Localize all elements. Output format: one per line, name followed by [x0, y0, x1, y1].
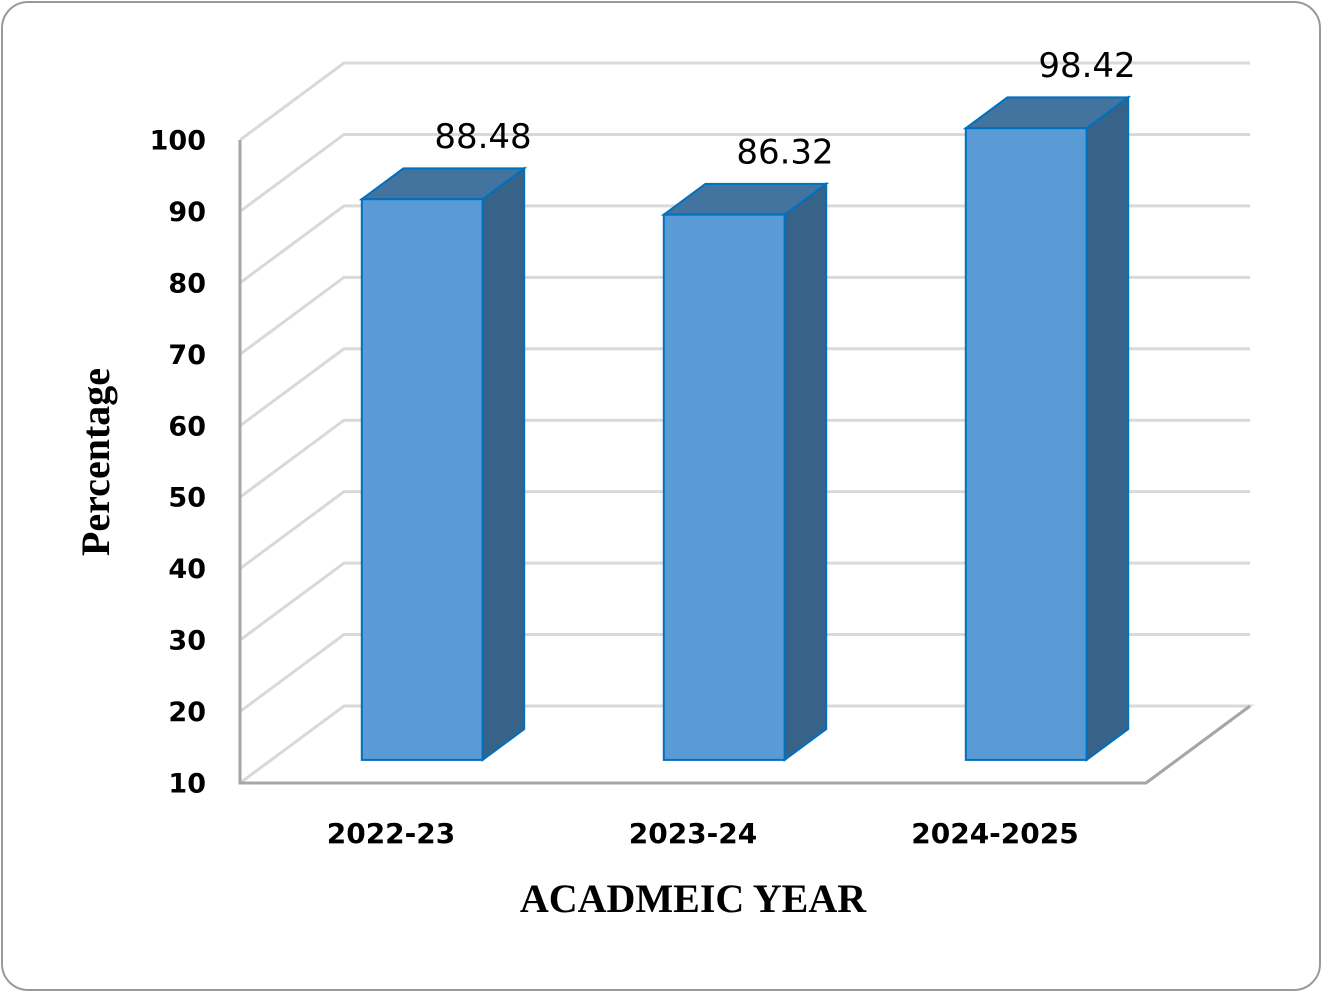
grid-line	[239, 204, 1250, 285]
y-tick-label: 30	[168, 626, 206, 657]
bar-front	[662, 213, 786, 761]
y-tick-label: 40	[168, 554, 206, 585]
bar	[962, 95, 1132, 762]
grid-line	[239, 633, 1250, 713]
grid-line	[239, 275, 1250, 356]
y-tick-label: 20	[168, 697, 206, 728]
x-tick-label: 2024-2025	[911, 817, 1078, 850]
bar-front	[964, 127, 1088, 761]
axis-line	[238, 140, 1251, 785]
bar-side	[481, 166, 526, 762]
y-tick-label: 70	[168, 340, 206, 371]
grid-line	[239, 418, 1250, 499]
y-tick-label: 80	[168, 268, 206, 299]
grid-line	[239, 490, 1250, 570]
bar-front	[360, 198, 484, 761]
grid-line	[239, 561, 1250, 642]
grid-line	[239, 132, 1250, 213]
bar-side	[783, 181, 828, 762]
bar	[358, 166, 528, 762]
bar	[660, 181, 830, 762]
data-label: 86.32	[736, 132, 833, 172]
y-tick-label: 50	[168, 483, 206, 514]
data-label: 98.42	[1038, 46, 1135, 86]
data-label: 88.48	[434, 117, 531, 157]
grid-line	[239, 61, 1250, 142]
y-tick-label: 100	[150, 126, 206, 157]
y-tick-label: 60	[168, 411, 206, 442]
x-tick-label: 2022-23	[327, 817, 456, 850]
grid-line	[239, 347, 1250, 427]
x-axis-label: ACADMEIC YEAR	[520, 876, 867, 921]
bar-side	[1085, 95, 1130, 762]
y-tick-label: 10	[168, 769, 206, 800]
y-axis-label: Percentage	[73, 368, 118, 556]
y-tick-label: 90	[168, 197, 206, 228]
x-tick-label: 2023-24	[629, 817, 758, 850]
